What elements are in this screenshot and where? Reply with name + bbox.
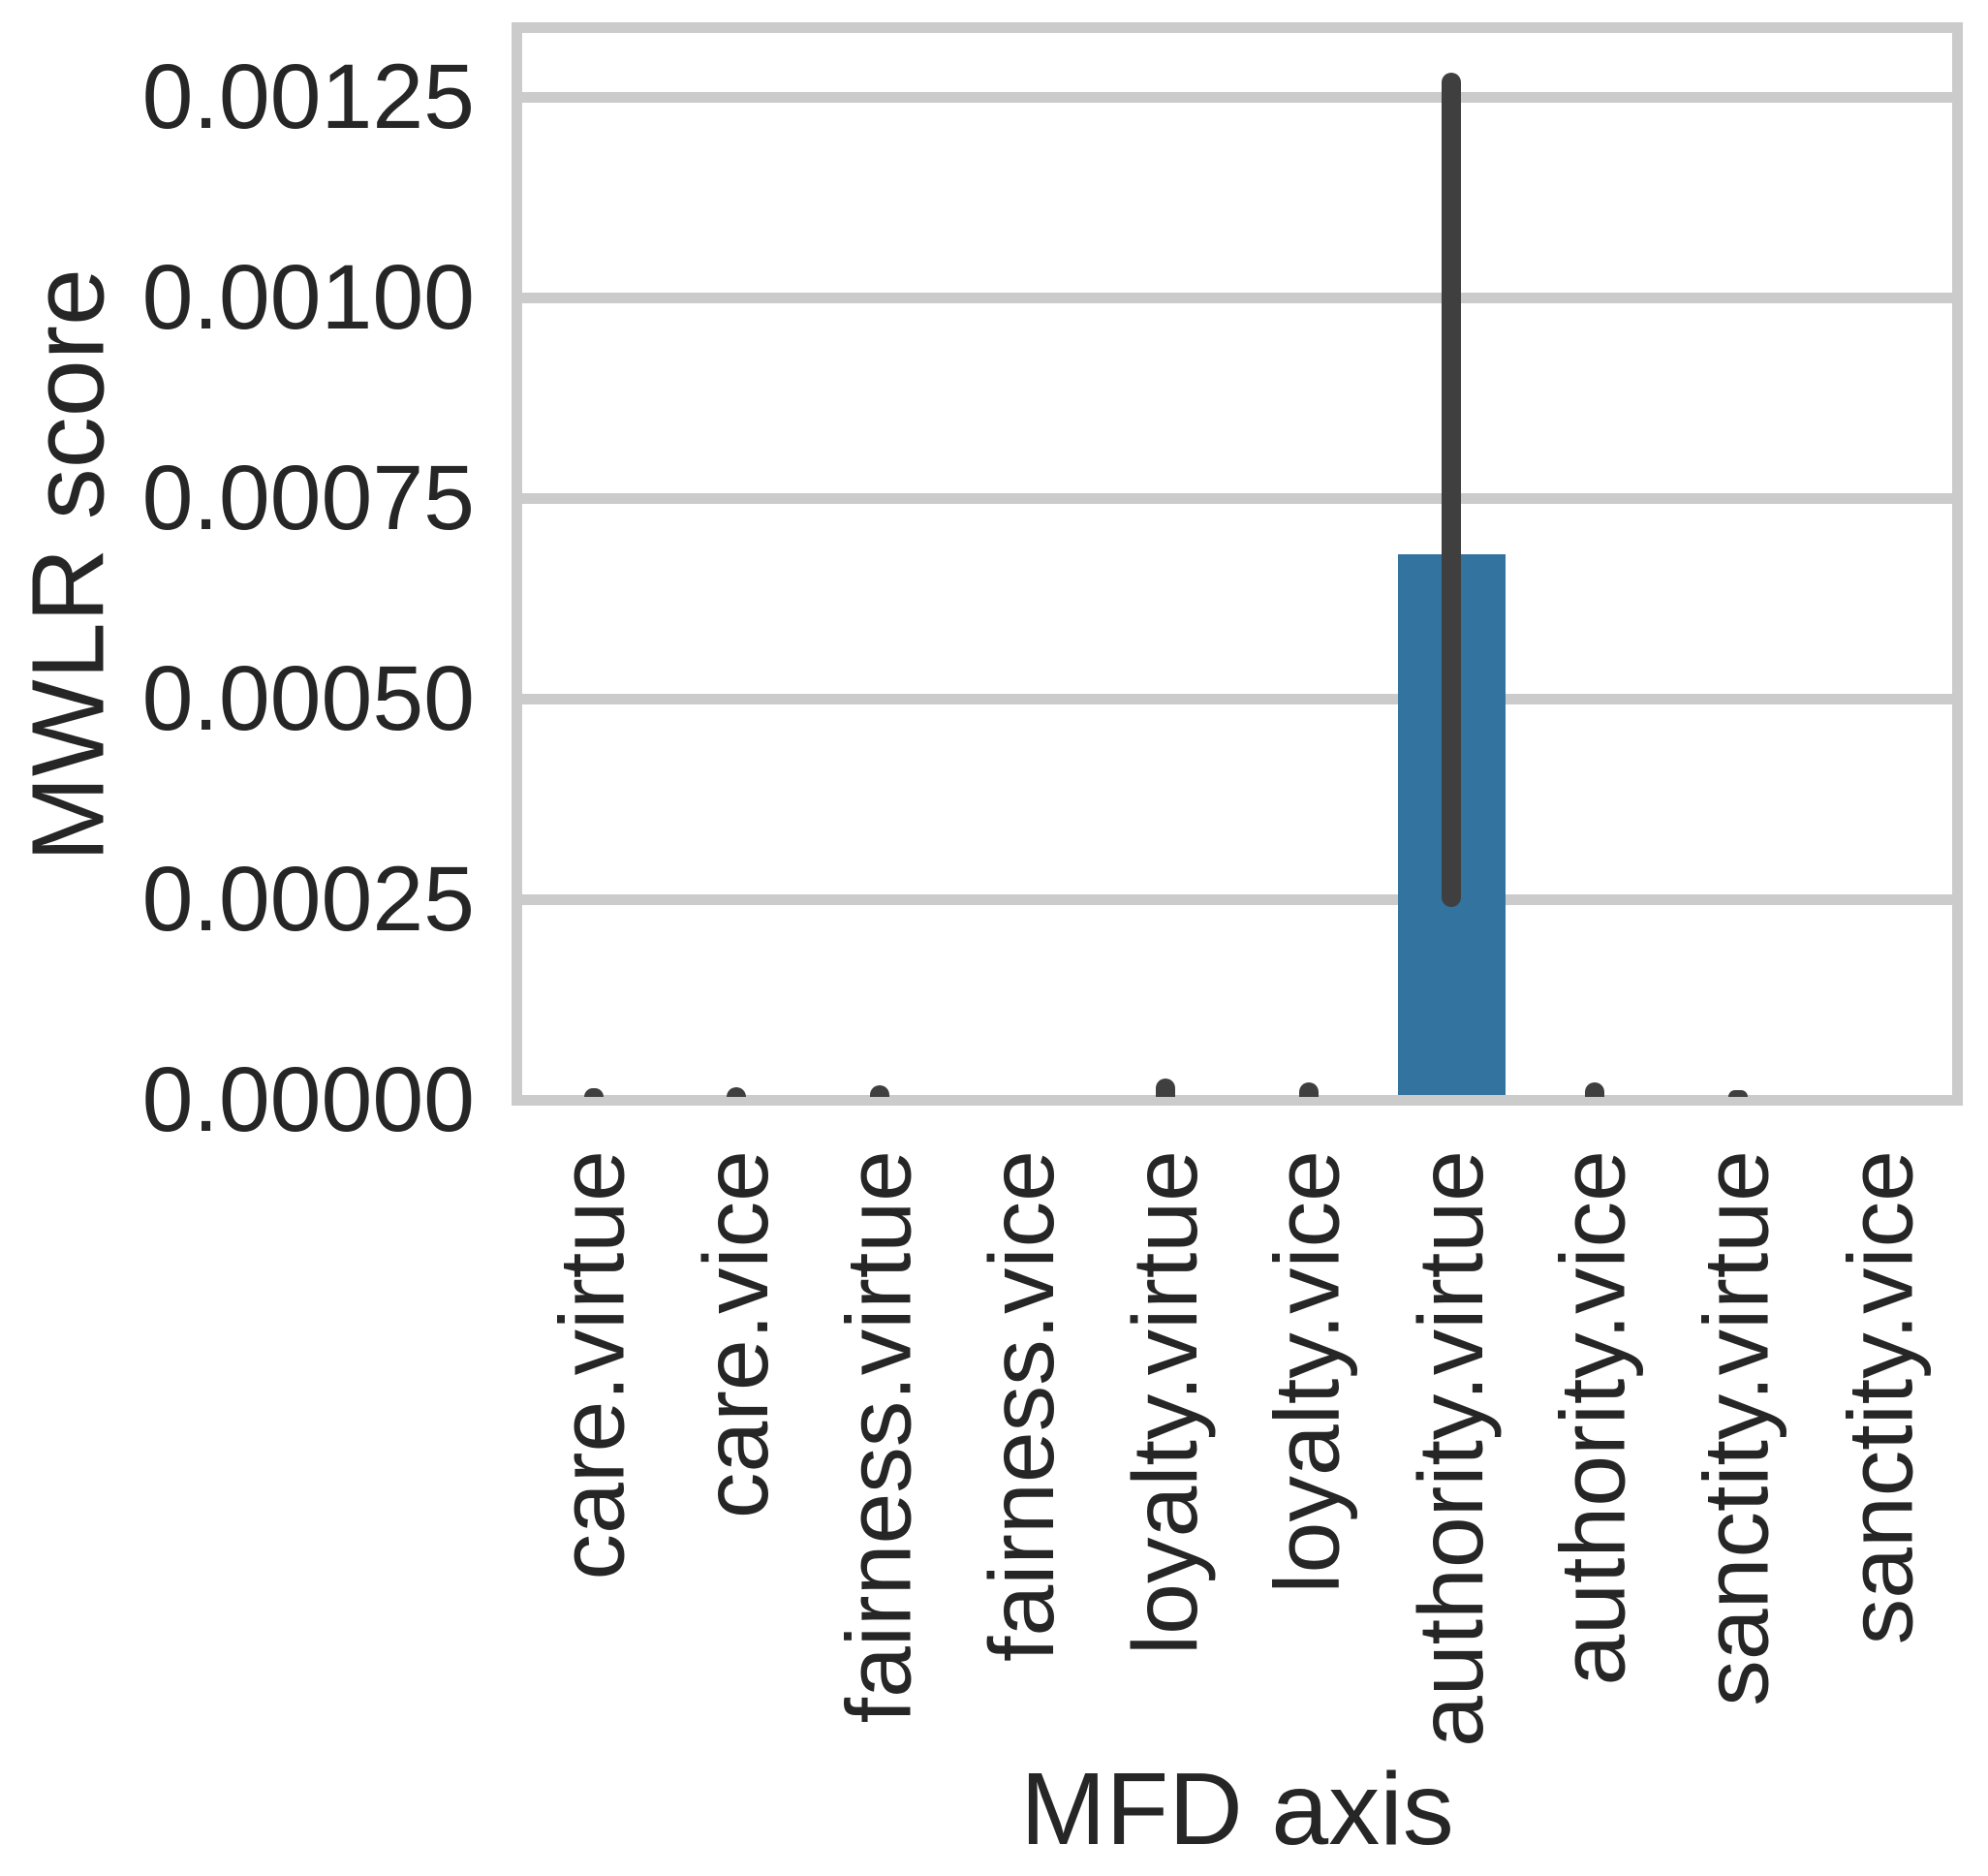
x-tick-label: care.virtue [542, 1150, 644, 1580]
x-tick-label: sanctity.virtue [1686, 1150, 1788, 1706]
gridline [522, 493, 1952, 504]
y-tick-label: 0.00125 [141, 46, 475, 148]
y-tick-label: 0.00100 [141, 246, 475, 349]
x-tick-label: loyalty.vice [1257, 1150, 1359, 1594]
error-bar-care.virtue [584, 1088, 604, 1097]
y-axis-label: MWLR score [12, 268, 126, 862]
y-tick-label: 0.00000 [141, 1048, 475, 1151]
x-tick-label: fairness.virtue [827, 1150, 930, 1724]
gridline [522, 293, 1952, 303]
error-bar-authority.virtue [1442, 73, 1461, 907]
error-bar-authority.vice [1585, 1082, 1604, 1097]
x-tick-label: authority.virtue [1400, 1150, 1503, 1748]
error-bar-loyalty.virtue [1156, 1079, 1175, 1097]
gridline [522, 694, 1952, 704]
x-tick-label: fairness.vice [971, 1150, 1073, 1662]
x-tick-label: loyalty.virtue [1114, 1150, 1217, 1655]
error-bar-sanctity.virtue [1728, 1090, 1748, 1097]
error-bar-care.vice [727, 1087, 746, 1097]
y-tick-label: 0.00050 [141, 647, 475, 750]
x-tick-label: sanctity.vice [1829, 1150, 1932, 1645]
plot-area [512, 22, 1963, 1106]
gridline [522, 894, 1952, 905]
error-bar-fairness.virtue [870, 1085, 889, 1097]
x-axis-label: MFD axis [1020, 1752, 1454, 1866]
x-tick-label: authority.vice [1542, 1150, 1645, 1686]
gridline [522, 92, 1952, 103]
x-tick-label: care.vice [685, 1150, 788, 1519]
y-tick-label: 0.00075 [141, 447, 475, 549]
y-tick-label: 0.00025 [141, 848, 475, 951]
error-bar-loyalty.vice [1299, 1082, 1319, 1097]
